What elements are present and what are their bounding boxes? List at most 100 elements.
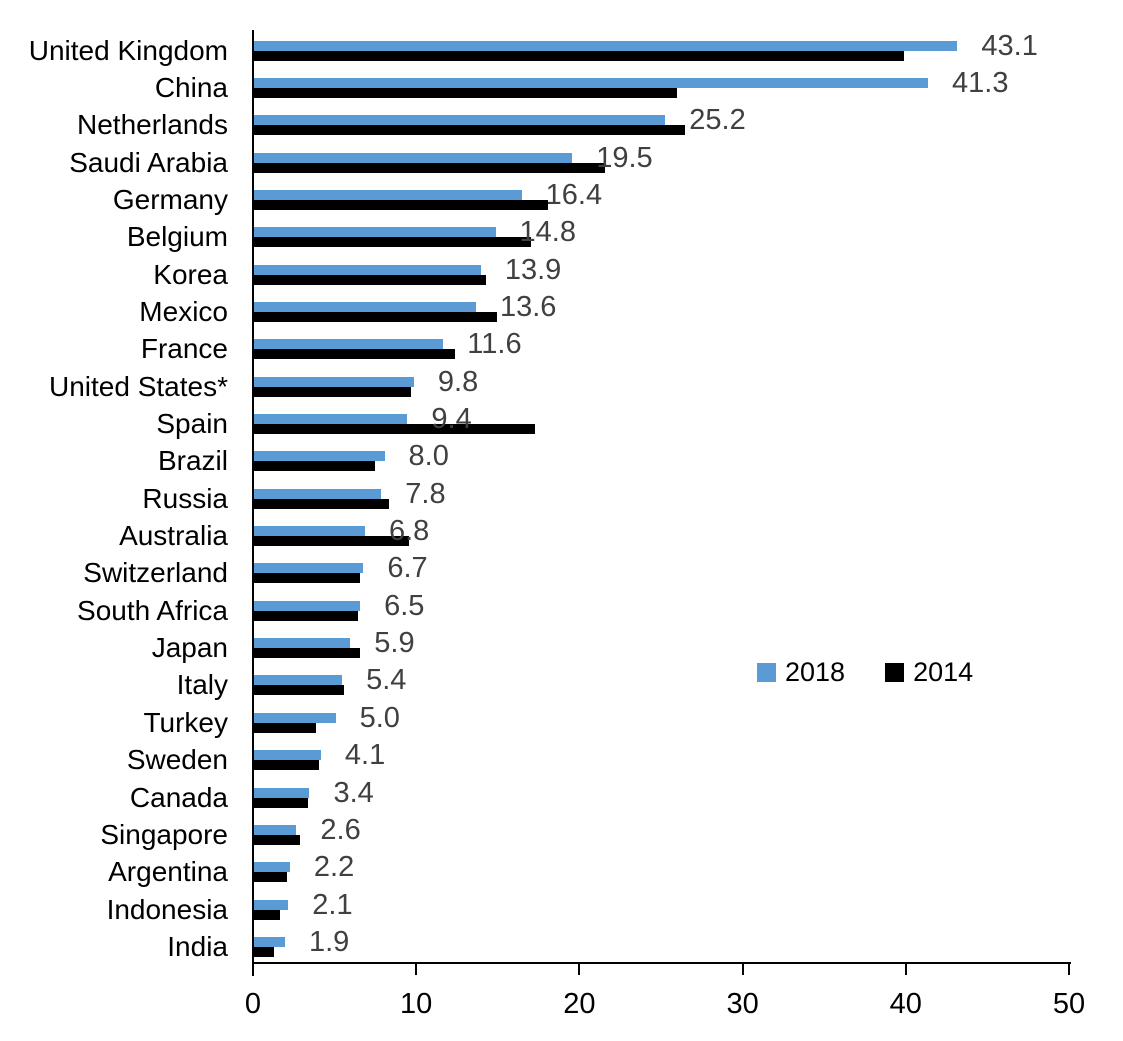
category-label-argentina: Argentina bbox=[108, 856, 228, 888]
chart-legend: 2018 2014 bbox=[757, 655, 973, 689]
legend-label-2014: 2014 bbox=[913, 656, 974, 687]
bar-2014-united-kingdom bbox=[254, 50, 904, 61]
bar-2018-belgium bbox=[254, 227, 496, 238]
category-label-mexico: Mexico bbox=[139, 295, 228, 327]
bar-2018-turkey bbox=[254, 712, 336, 723]
category-label-canada: Canada bbox=[129, 781, 228, 813]
bar-2014-italy bbox=[254, 685, 344, 696]
data-label-mexico: 13.6 bbox=[499, 290, 557, 323]
data-label-italy: 5.4 bbox=[366, 664, 407, 697]
category-label-china: China bbox=[154, 71, 228, 103]
data-label-netherlands: 25.2 bbox=[689, 104, 746, 137]
x-tick-mark-30 bbox=[741, 964, 744, 975]
data-label-united-states: 9.8 bbox=[437, 365, 479, 398]
category-label-south-africa: South Africa bbox=[77, 594, 228, 626]
bar-2014-brazil bbox=[254, 461, 375, 472]
data-label-saudi-arabia: 19.5 bbox=[596, 141, 653, 174]
data-label-indonesia: 2.1 bbox=[312, 888, 353, 921]
data-label-belgium: 14.8 bbox=[519, 216, 576, 249]
category-label-turkey: Turkey bbox=[143, 706, 228, 738]
bar-2014-switzerland bbox=[254, 573, 361, 584]
bar-2014-france bbox=[254, 349, 455, 360]
category-label-italy: Italy bbox=[176, 669, 228, 701]
bar-2018-united-kingdom bbox=[254, 40, 958, 51]
bar-2014-netherlands bbox=[254, 125, 685, 136]
data-label-spain: 9.4 bbox=[431, 403, 472, 435]
bar-2018-korea bbox=[254, 264, 481, 275]
category-label-saudi-arabia: Saudi Arabia bbox=[69, 146, 228, 178]
x-tick-label-10: 10 bbox=[400, 988, 433, 1020]
bar-2018-spain bbox=[254, 414, 408, 424]
legend-swatch-2018 bbox=[757, 662, 776, 682]
category-label-korea: Korea bbox=[153, 258, 228, 290]
bar-2014-sweden bbox=[254, 760, 320, 771]
category-label-sweden: Sweden bbox=[126, 744, 228, 776]
data-label-united-kingdom: 43.1 bbox=[981, 29, 1038, 62]
data-label-japan: 5.9 bbox=[374, 627, 415, 660]
category-label-indonesia: Indonesia bbox=[106, 893, 228, 925]
data-label-china: 41.3 bbox=[952, 66, 1009, 99]
bar-2018-switzerland bbox=[254, 563, 364, 574]
data-label-sweden: 4.1 bbox=[344, 739, 386, 772]
bar-2018-japan bbox=[254, 638, 351, 649]
bar-2018-brazil bbox=[254, 451, 385, 462]
x-tick-label-0: 0 bbox=[244, 988, 262, 1020]
bar-2018-singapore bbox=[254, 824, 297, 835]
category-label-united-states: United States* bbox=[49, 370, 228, 402]
bar-2018-germany bbox=[254, 189, 522, 200]
category-label-switzerland: Switzerland bbox=[83, 557, 228, 589]
bar-2018-united-states bbox=[254, 376, 414, 387]
x-axis-line bbox=[252, 962, 1071, 964]
bar-2014-spain bbox=[254, 424, 535, 434]
category-label-united-kingdom: United Kingdom bbox=[28, 34, 228, 66]
bar-2018-canada bbox=[254, 787, 310, 798]
data-label-switzerland: 6.7 bbox=[387, 552, 428, 585]
category-label-australia: Australia bbox=[119, 520, 228, 552]
category-label-india: India bbox=[167, 930, 228, 962]
bar-2014-belgium bbox=[254, 237, 532, 248]
x-tick-label-40: 40 bbox=[889, 988, 922, 1020]
data-label-korea: 13.9 bbox=[504, 253, 562, 286]
legend-label-2018: 2018 bbox=[785, 656, 846, 687]
bar-2014-russia bbox=[254, 498, 390, 509]
bar-2018-china bbox=[254, 77, 929, 88]
data-label-germany: 16.4 bbox=[545, 178, 603, 211]
data-label-russia: 7.8 bbox=[405, 477, 446, 510]
y-axis-line bbox=[252, 30, 254, 976]
bar-2014-singapore bbox=[254, 834, 300, 845]
x-tick-mark-10 bbox=[415, 964, 418, 975]
bar-2018-france bbox=[254, 339, 444, 350]
bar-2018-russia bbox=[254, 488, 382, 499]
bar-2014-germany bbox=[254, 199, 548, 210]
bar-2018-italy bbox=[254, 675, 343, 686]
bar-2014-turkey bbox=[254, 722, 317, 733]
bar-2014-india bbox=[254, 946, 274, 957]
bar-2018-mexico bbox=[254, 301, 476, 312]
data-label-brazil: 8.0 bbox=[408, 440, 449, 473]
bar-2014-australia bbox=[254, 536, 410, 547]
category-label-russia: Russia bbox=[142, 482, 228, 514]
x-tick-mark-50 bbox=[1068, 964, 1070, 975]
legend-swatch-2014 bbox=[885, 662, 905, 682]
category-label-brazil: Brazil bbox=[157, 445, 228, 477]
data-label-india: 1.9 bbox=[309, 925, 350, 958]
bar-2018-south-africa bbox=[254, 600, 361, 611]
bar-2018-netherlands bbox=[254, 115, 666, 126]
category-label-belgium: Belgium bbox=[126, 221, 228, 253]
bar-2014-mexico bbox=[254, 311, 498, 322]
data-label-south-africa: 6.5 bbox=[384, 589, 425, 622]
category-label-japan: Japan bbox=[151, 632, 228, 664]
category-label-singapore: Singapore bbox=[100, 818, 228, 850]
bar-2014-china bbox=[254, 87, 677, 98]
bar-2014-saudi-arabia bbox=[254, 162, 605, 173]
category-label-france: France bbox=[140, 333, 228, 365]
category-label-spain: Spain bbox=[156, 408, 228, 439]
data-label-turkey: 5.0 bbox=[359, 701, 400, 734]
bar-2014-japan bbox=[254, 648, 361, 659]
bar-2014-korea bbox=[254, 274, 486, 285]
bar-2018-saudi-arabia bbox=[254, 152, 573, 163]
bar-2014-canada bbox=[254, 797, 308, 808]
data-label-singapore: 2.6 bbox=[320, 813, 361, 846]
bar-2014-united-states bbox=[254, 386, 411, 397]
